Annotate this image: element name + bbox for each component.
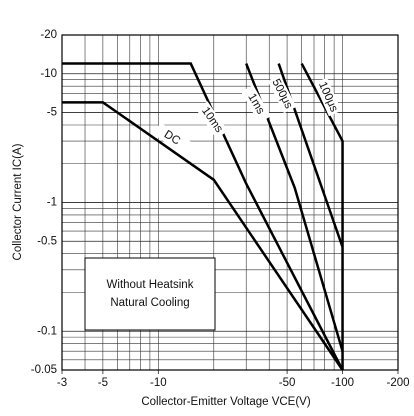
y-tick-label: -5 [47, 107, 57, 119]
y-axis-title: Collector Current IC(A) [12, 143, 24, 260]
series-label-bg [314, 77, 342, 117]
x-tick-label: -200 [386, 377, 409, 389]
x-tick-label: -5 [98, 377, 108, 389]
series-label: 500μs [269, 77, 294, 111]
annotation: Natural Cooling [110, 297, 189, 309]
x-tick-label: -100 [331, 377, 354, 389]
series-line [300, 62, 344, 370]
annotation-box [84, 257, 216, 331]
series-line [62, 101, 344, 371]
x-tick-label: -10 [150, 377, 167, 389]
x-tick-label: -50 [279, 377, 296, 389]
x-tick-label: -3 [57, 377, 67, 389]
y-tick-label: -0.1 [37, 325, 57, 337]
series-label-bg [267, 74, 297, 114]
annotation: Without Heatsink [107, 279, 194, 291]
series-label-bg [240, 84, 272, 124]
x-axis-title: Collector-Emitter Voltage VCE(V) [141, 396, 311, 408]
y-tick-label: -20 [40, 29, 57, 41]
y-tick-label: -0.05 [31, 364, 57, 376]
series-label-bg [195, 101, 229, 139]
y-tick-label: -1 [47, 197, 57, 209]
plot-frame [61, 34, 399, 371]
y-tick-label: -0.5 [37, 235, 57, 247]
series-label-bg [153, 122, 191, 154]
y-tick-label: -10 [40, 68, 57, 80]
